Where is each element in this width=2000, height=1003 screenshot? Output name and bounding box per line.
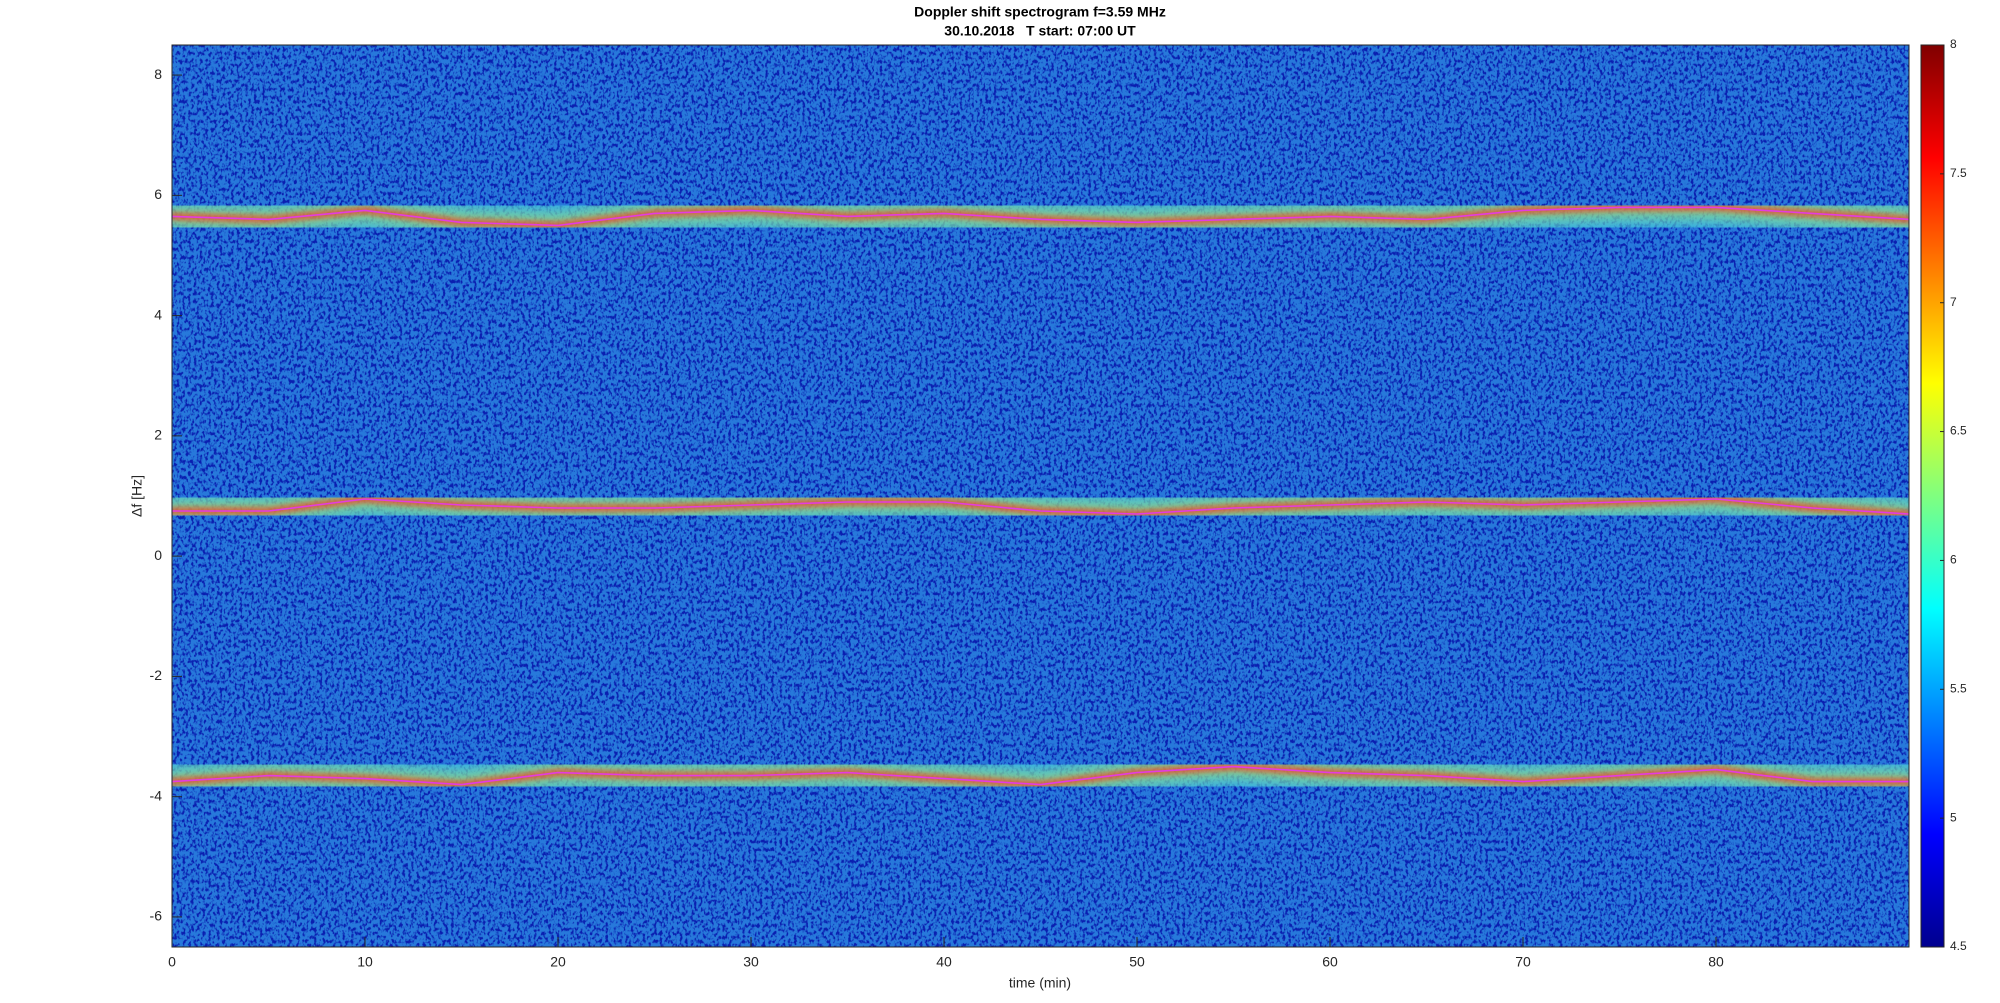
colorbar-tick-label: 7 <box>1950 295 1957 309</box>
colorbar-tick-label: 7.5 <box>1950 166 1967 180</box>
y-tick-label: -4 <box>150 787 163 803</box>
trace-line <box>172 765 1909 786</box>
x-tick-label: 80 <box>1708 954 1724 970</box>
colorbar-tick-label: 4.5 <box>1950 939 1967 953</box>
colorbar-tick-label: 5 <box>1950 810 1957 824</box>
x-tick-label: 60 <box>1322 954 1338 970</box>
trace-line <box>172 206 1909 227</box>
y-tick-label: 8 <box>154 66 162 82</box>
x-tick-label: 10 <box>357 954 373 970</box>
x-tick-label: 50 <box>1129 954 1145 970</box>
y-tick-label: -6 <box>150 908 163 924</box>
colorbar-tick-label: 5.5 <box>1950 681 1967 695</box>
y-tick-label: 2 <box>154 427 162 443</box>
y-tick-label: -2 <box>150 667 163 683</box>
y-tick-label: 6 <box>154 186 162 202</box>
x-tick-label: 30 <box>743 954 759 970</box>
colorbar-tick-label: 6.5 <box>1950 424 1967 438</box>
x-axis-label: time (min) <box>1009 975 1071 991</box>
x-tick-label: 40 <box>936 954 952 970</box>
plot-area <box>172 45 1909 947</box>
plot-frame <box>171 44 1910 948</box>
x-tick-label: 0 <box>168 954 176 970</box>
x-tick-label: 20 <box>550 954 566 970</box>
chart-title: Doppler shift spectrogram f=3.59 MHz <box>914 4 1166 20</box>
y-tick-label: 4 <box>154 306 162 322</box>
trace-line <box>172 498 1909 515</box>
y-tick-label: 0 <box>154 547 162 563</box>
colorbar-tick-label: 6 <box>1950 553 1957 567</box>
x-tick-label: 70 <box>1515 954 1531 970</box>
colorbar-tick-label: 8 <box>1950 37 1957 51</box>
bands <box>172 172 1909 820</box>
colorbar <box>1920 44 1945 948</box>
chart-subtitle: 30.10.2018 T start: 07:00 UT <box>944 23 1136 39</box>
y-axis-label: Δf [Hz] <box>129 475 145 517</box>
